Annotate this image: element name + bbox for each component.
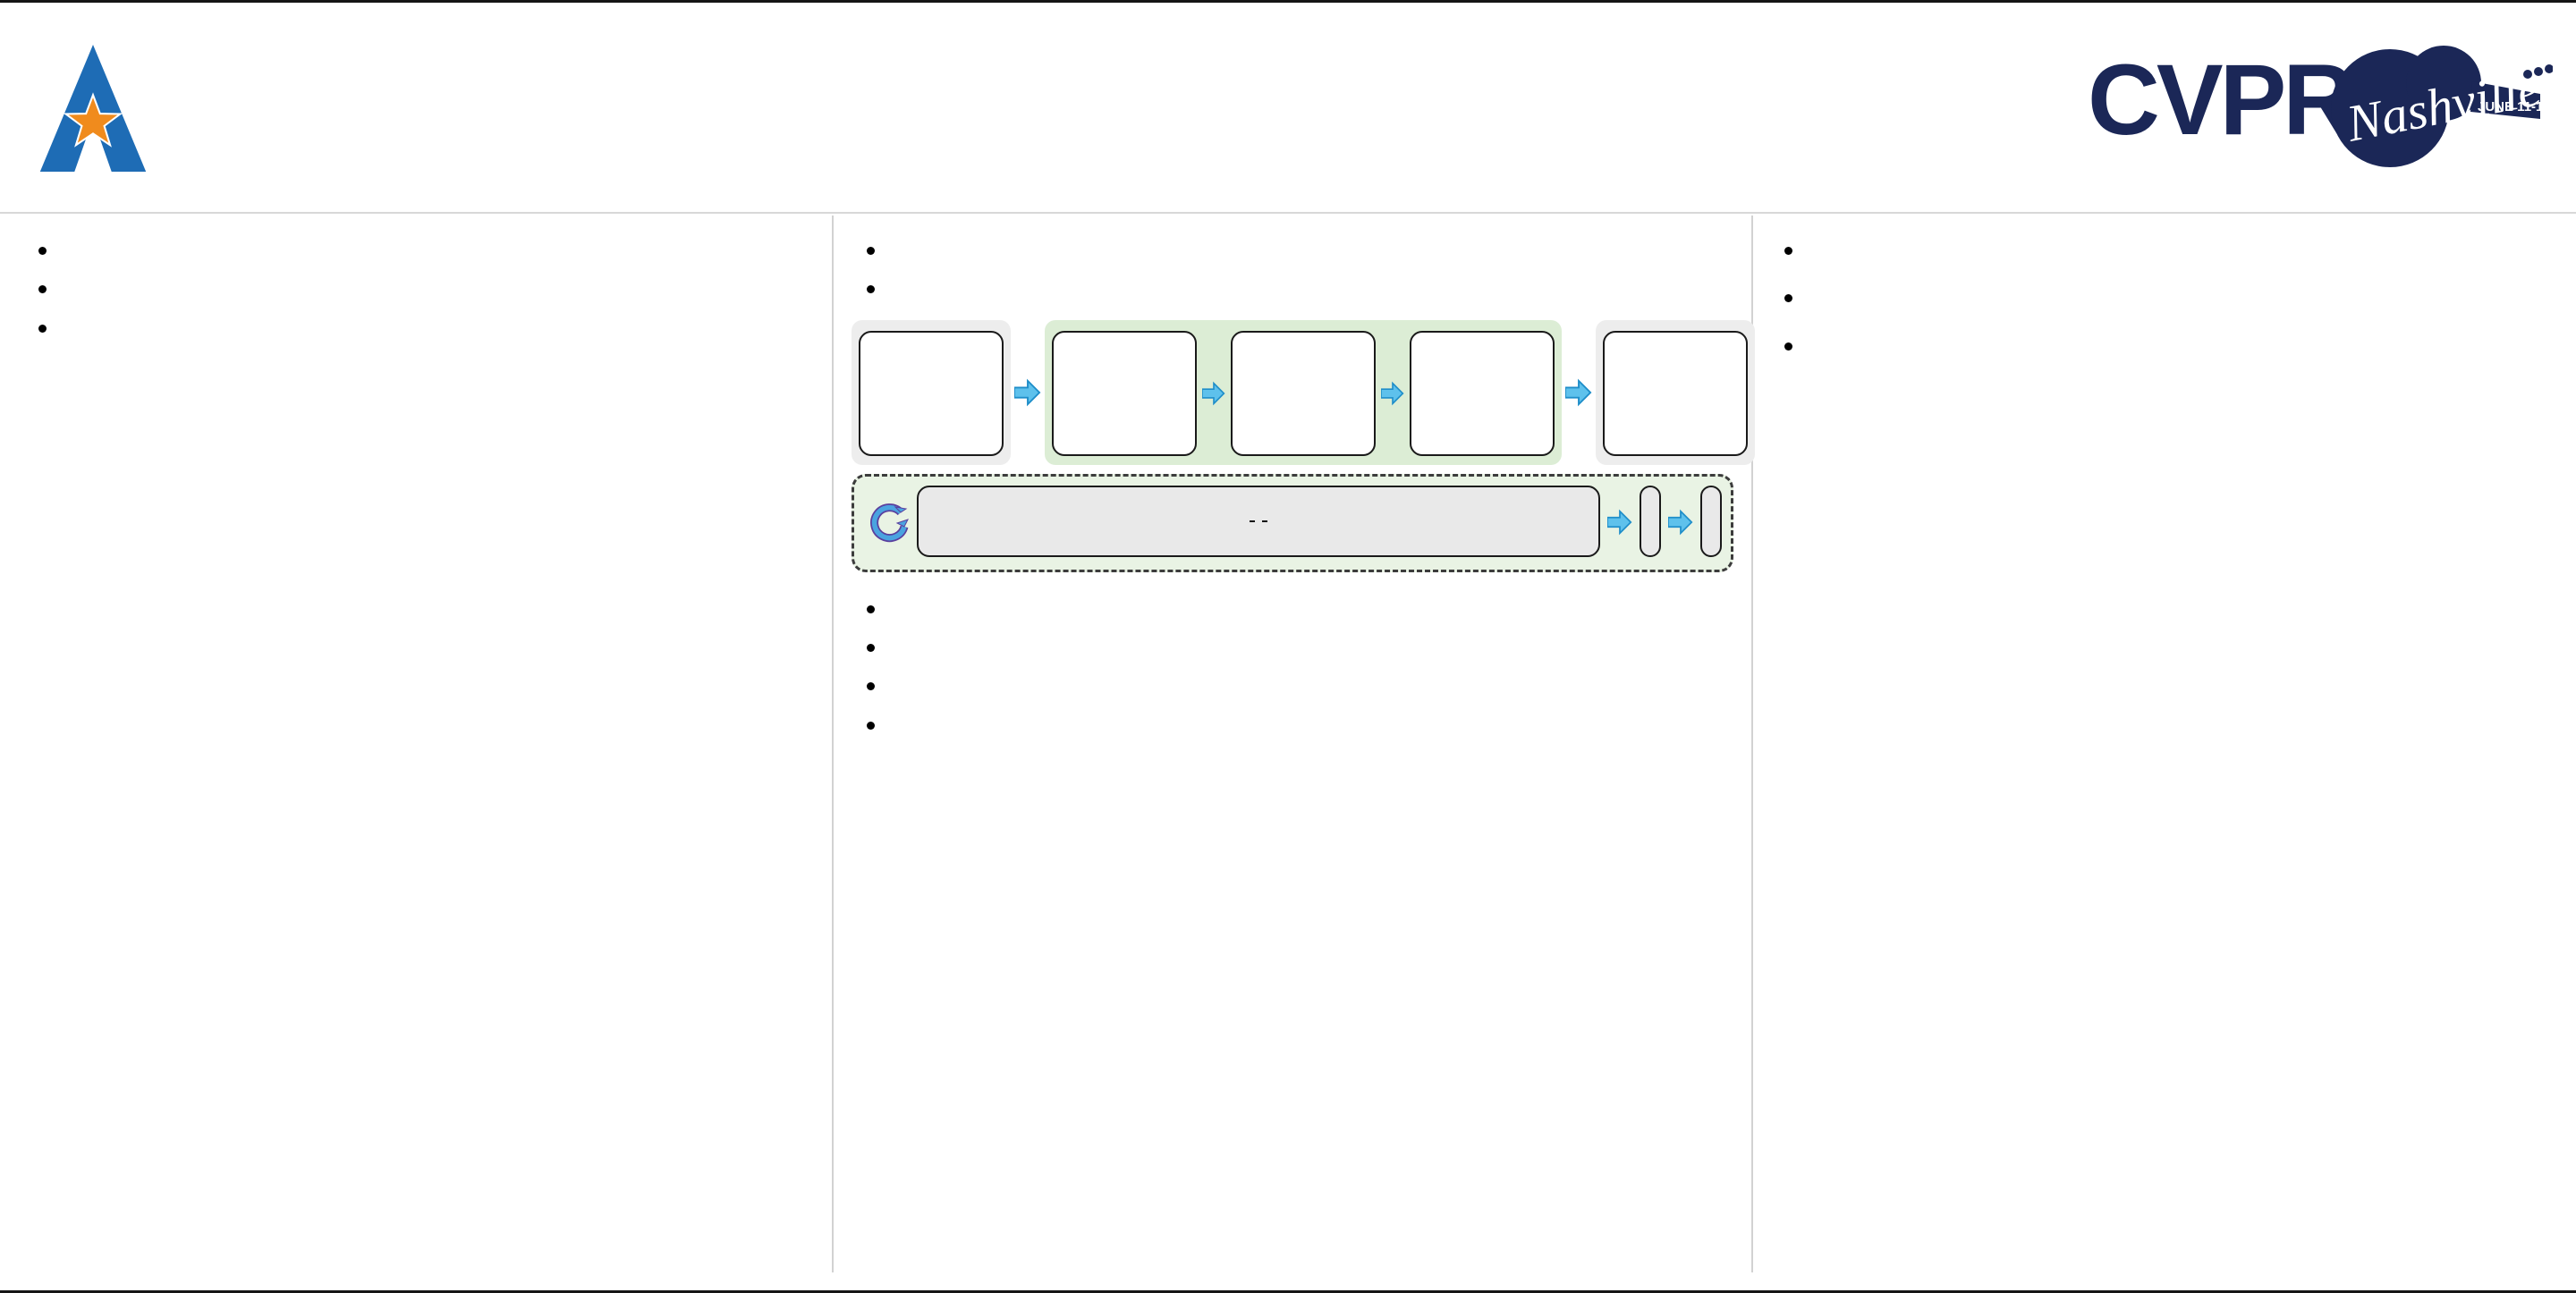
solver-equations — [852, 473, 1733, 572]
gaussian-panel — [1052, 330, 1197, 456]
bullet — [889, 232, 1733, 266]
optimizing-step-formula — [917, 485, 1600, 557]
viz-bullets-3 — [1769, 327, 2555, 362]
pipeline-diagram — [852, 319, 1755, 572]
cycle-icon — [870, 503, 909, 542]
method-bullets — [852, 232, 1733, 306]
bullet — [1807, 279, 2555, 314]
flow-arrow-icon — [1607, 509, 1632, 536]
viz-bullets-2 — [1769, 279, 2555, 314]
intro-bullets — [23, 232, 816, 344]
viz-bullets-1 — [1769, 232, 2555, 266]
title-block — [555, 10, 2021, 19]
svg-text:JUNE 11-15, 2025: JUNE 11-15, 2025 — [2478, 99, 2553, 114]
guitar-icon: Nashville JUNE 11-15, 2025 — [2331, 46, 2553, 167]
bullet — [61, 270, 816, 305]
column-introduction — [23, 223, 816, 353]
gaussian-panel — [1603, 330, 1748, 456]
flow-arrow-icon — [1381, 381, 1404, 406]
uta-logo — [27, 42, 177, 174]
gaussian-panel — [1231, 330, 1376, 456]
flow-arrow-icon — [1668, 509, 1693, 536]
bullet — [889, 270, 1733, 305]
gaussian-panel — [1410, 330, 1555, 456]
header-divider — [0, 212, 2576, 214]
flow-arrow-icon — [1565, 378, 1592, 407]
cvpr-nashville-logo: CVPR Nashville JUNE 11-15, 2025 — [2088, 44, 2553, 167]
column-divider-1 — [832, 216, 834, 1272]
svg-text:CVPR: CVPR — [2088, 44, 2353, 156]
stage-light-tuning — [1596, 319, 1755, 465]
column-divider-2 — [1751, 216, 1753, 1272]
column-method — [852, 223, 1755, 745]
bullet — [889, 629, 1733, 663]
flow-arrow-icon — [1014, 378, 1041, 407]
bullet — [1807, 327, 2555, 362]
bullet — [61, 309, 816, 344]
bullet — [1807, 232, 2555, 266]
sparsifying-step-formula — [1640, 485, 1661, 557]
gaussian-panel — [859, 330, 1004, 456]
bullet — [889, 667, 1733, 702]
multiplier-update-formula — [1700, 485, 1722, 557]
stage-initialization — [852, 319, 1011, 465]
bullet — [61, 232, 816, 266]
results-bullets — [852, 590, 1733, 741]
bullet — [889, 706, 1733, 741]
column-visualization — [1769, 223, 2555, 369]
uta-a-icon — [39, 44, 147, 173]
bullet — [889, 590, 1733, 625]
flow-arrow-icon — [1202, 381, 1225, 406]
stage-training — [1045, 319, 1562, 465]
